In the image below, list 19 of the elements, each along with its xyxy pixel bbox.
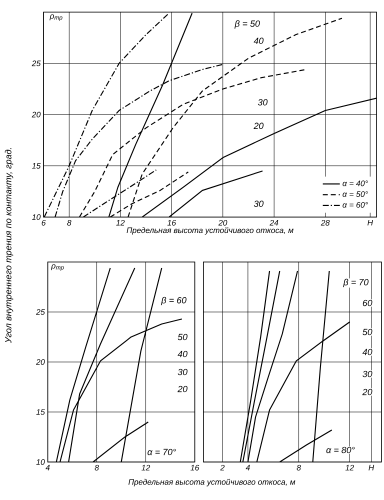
annotation: 20 <box>254 122 264 130</box>
annotation: α = 80° <box>326 446 355 454</box>
text: Угол внутреннего трения по контакту, град. <box>4 148 14 344</box>
annotation: 20 <box>362 388 372 396</box>
annotation: 50 <box>362 328 372 336</box>
annotation: β = 50 <box>234 20 260 29</box>
annotation: β = 60 <box>161 296 186 306</box>
annotation: 50 <box>178 334 188 340</box>
annotation: 30 <box>254 200 264 207</box>
annotation: 30 <box>258 99 268 106</box>
annotation: 40 <box>362 348 372 356</box>
annotation: β = 70 <box>343 278 369 288</box>
annotation: 40 <box>178 350 188 358</box>
annotation: α = 70° <box>148 448 176 456</box>
annotation: 30 <box>178 368 188 376</box>
annotation: 20 <box>178 386 188 392</box>
annotation: 30 <box>362 370 372 378</box>
annotation: 60 <box>362 300 372 306</box>
annotation: 40 <box>254 38 264 44</box>
